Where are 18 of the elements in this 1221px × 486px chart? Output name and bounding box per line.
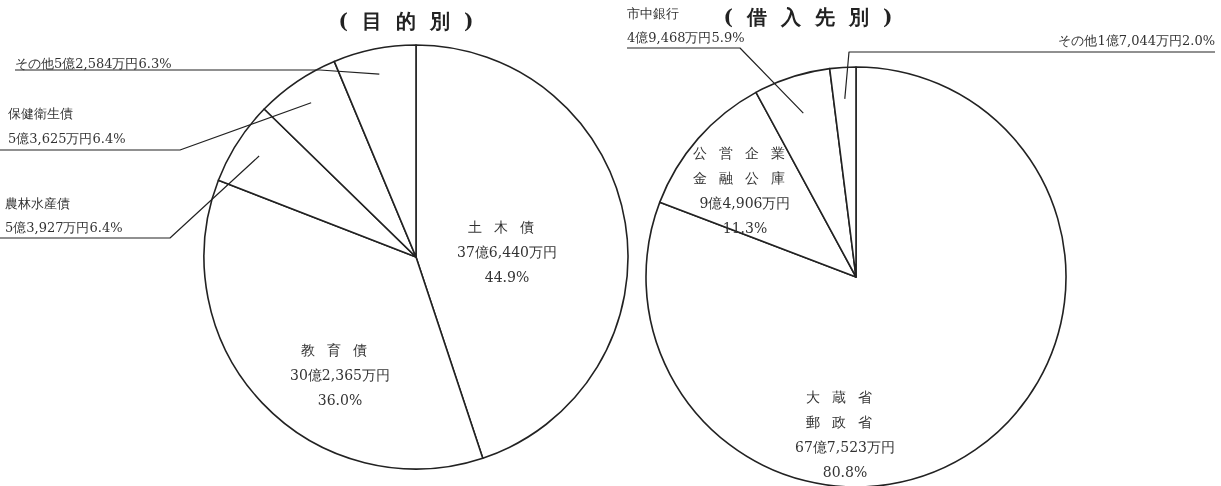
chart-title: (目的別) bbox=[338, 9, 488, 33]
slice-label: 市中銀行 bbox=[627, 6, 679, 21]
slice-label: 公営企業金融公庫 bbox=[693, 145, 797, 186]
slice-label: 保健衛生債 bbox=[8, 106, 73, 121]
data-label: 4億9,468万円5.9% bbox=[627, 30, 745, 45]
data-label: 5億3,927万円6.4% bbox=[5, 220, 123, 235]
chart-title: (借入先別) bbox=[723, 5, 907, 29]
slice-label: 教育債 bbox=[301, 342, 379, 358]
data-label: 5億3,625万円6.4% bbox=[8, 131, 126, 146]
data-label: 30億2,365万円 36.0% bbox=[290, 367, 390, 408]
slice-label: その他5億2,584万円6.3% bbox=[15, 56, 172, 71]
slice-label: その他1億7,044万円2.0% bbox=[1058, 33, 1215, 48]
slice-label: 土木債 bbox=[468, 219, 546, 235]
slice-label: 農林水産債 bbox=[5, 196, 70, 211]
data-label: 9億4,906万円 11.3% bbox=[699, 195, 791, 236]
data-label: 37億6,440万円 44.9% bbox=[457, 244, 557, 285]
slice-label: 大蔵省郵政省 bbox=[806, 389, 884, 430]
data-label: 67億7,523万円 80.8% bbox=[795, 439, 895, 480]
